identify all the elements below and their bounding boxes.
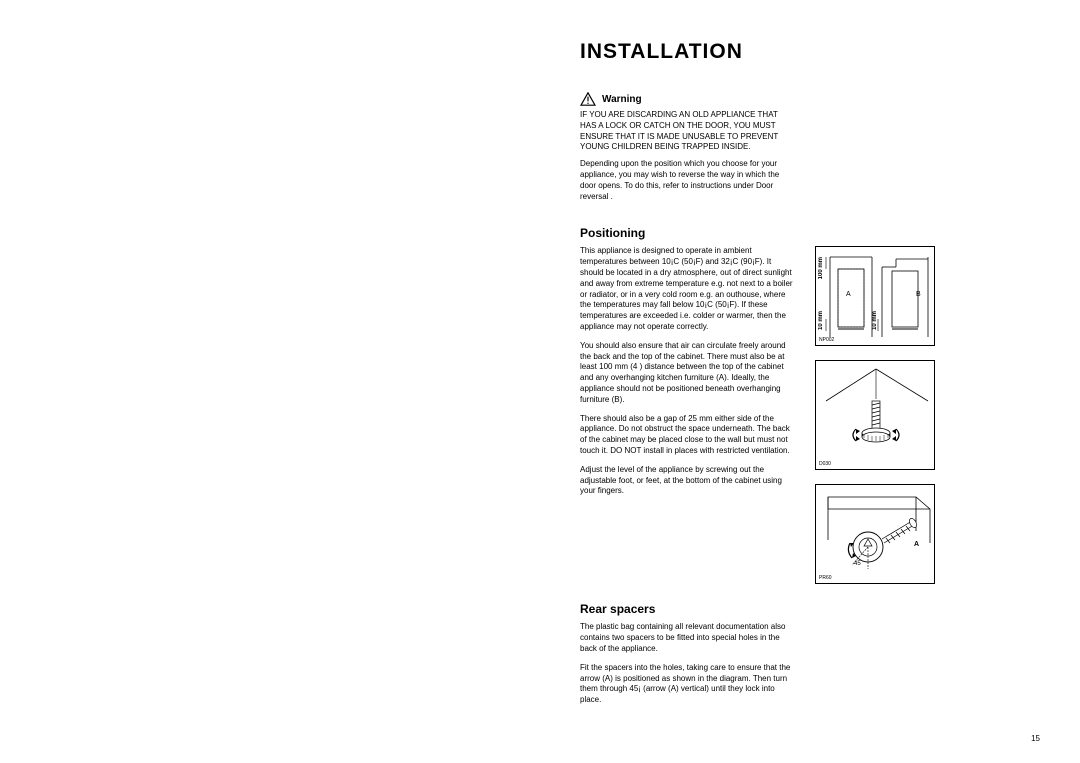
positioning-para-2: You should also ensure that air can circ… xyxy=(580,341,795,406)
warning-para-2: Depending upon the position which you ch… xyxy=(580,159,795,202)
diagram1-10mm-l: 10 mm xyxy=(818,311,824,330)
diagram1-100mm: 100 mm xyxy=(818,257,824,279)
positioning-para-4: Adjust the level of the appliance by scr… xyxy=(580,465,795,497)
diagram-spacer: A 45 PR60 xyxy=(815,484,935,584)
positioning-heading: Positioning xyxy=(580,226,960,240)
diagram1-b: B xyxy=(916,291,921,298)
diagram-foot: D030 xyxy=(815,360,935,470)
rear-spacers-para-2: Fit the spacers into the holes, taking c… xyxy=(580,663,795,706)
page-number: 15 xyxy=(1031,734,1040,743)
diagram-clearance: 100 mm A B 10 mm 10 mm NP002 xyxy=(815,246,935,346)
warning-para-1: IF YOU ARE DISCARDING AN OLD APPLIANCE T… xyxy=(580,110,795,153)
rear-spacers-heading: Rear spacers xyxy=(580,602,960,616)
diagram1-10mm-r: 10 mm xyxy=(872,311,878,330)
diagram1-a: A xyxy=(846,291,851,298)
warning-triangle-icon xyxy=(580,92,596,106)
diagram1-code: NP002 xyxy=(819,337,834,343)
diagram3-code: PR60 xyxy=(819,575,832,581)
positioning-para-3: There should also be a gap of 25 mm eith… xyxy=(580,414,795,457)
diagram3-a: A xyxy=(914,541,919,548)
warning-header: Warning xyxy=(580,92,960,106)
warning-label: Warning xyxy=(602,94,642,105)
positioning-section: This appliance is designed to operate in… xyxy=(580,246,960,584)
positioning-para-1: This appliance is designed to operate in… xyxy=(580,246,795,332)
page-title: INSTALLATION xyxy=(580,40,960,64)
rear-spacers-para-1: The plastic bag containing all relevant … xyxy=(580,622,795,654)
diagram2-code: D030 xyxy=(819,461,831,467)
diagram3-angle: 45 xyxy=(854,561,861,567)
